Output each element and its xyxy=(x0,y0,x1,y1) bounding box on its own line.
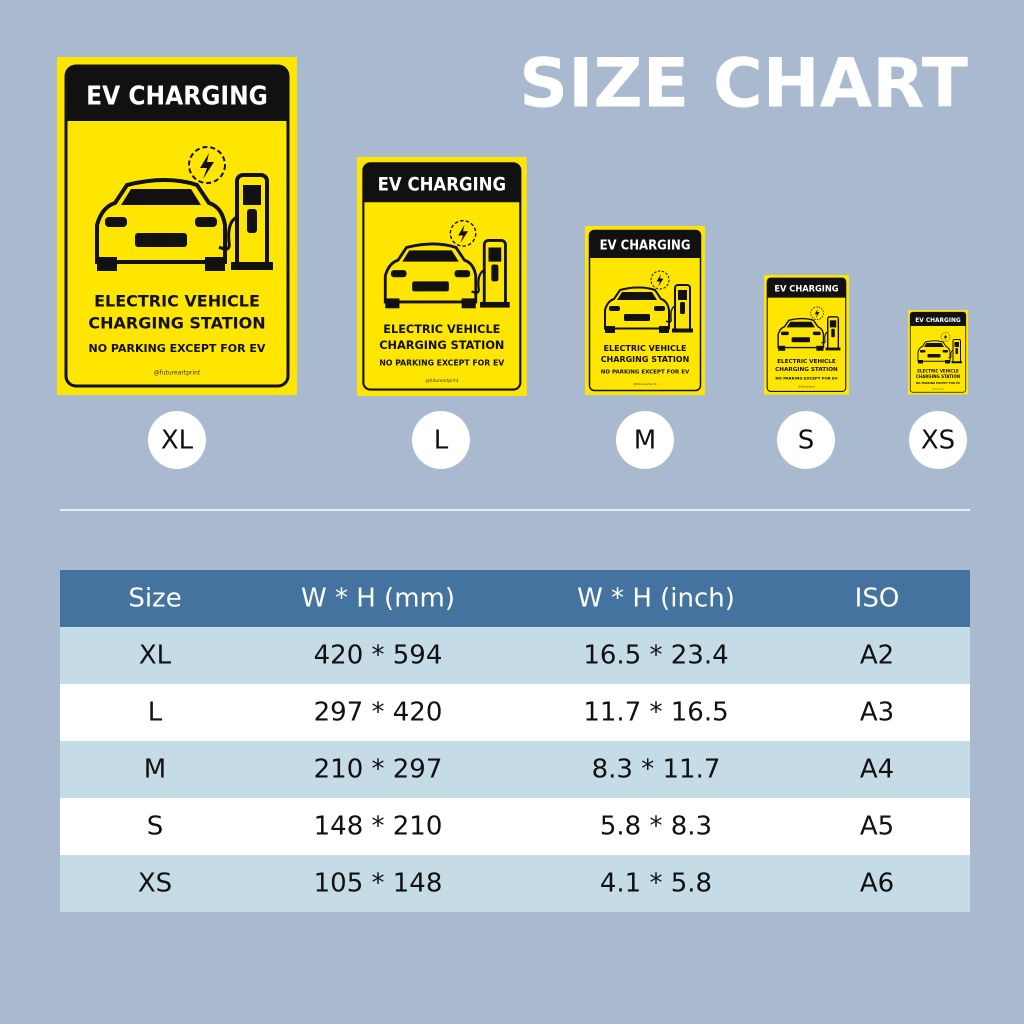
sign-line: CHARGING STATION xyxy=(88,314,265,333)
sign-line: ELECTRIC VEHICLE xyxy=(604,344,687,353)
table-header-cell: W * H (inch) xyxy=(577,584,735,614)
sign-header: EV CHARGING xyxy=(378,174,506,195)
size-badge xyxy=(777,411,835,469)
table-header-cell: ISO xyxy=(855,584,900,614)
size-label: S xyxy=(798,426,815,456)
sign-line: NO PARKING EXCEPT FOR EV xyxy=(379,358,504,367)
sign-header-bg xyxy=(363,163,521,203)
table-cell: 297 * 420 xyxy=(314,698,443,728)
sign-header-bg xyxy=(589,230,701,258)
sign-header-bg xyxy=(910,312,966,326)
sign-line: NO PARKING EXCEPT FOR EV xyxy=(601,370,690,376)
sign-line: ELECTRIC VEHICLE xyxy=(383,323,500,336)
sign-line: NO PARKING EXCEPT FOR EV xyxy=(916,381,961,385)
sign: EV CHARGING ELECTRIC VEHICLE CHARGING STAT… xyxy=(357,157,527,396)
sign: EV CHARGING ELECTRIC VEHICLE CHARGING STAT… xyxy=(764,275,849,395)
table-cell: 420 * 594 xyxy=(314,641,443,671)
table-cell: 210 * 297 xyxy=(314,755,443,785)
sign: EV CHARGING ELECTRIC VEHICLE CHARGING STAT… xyxy=(57,57,297,395)
sign-credit: @futureartprint xyxy=(798,385,815,388)
table-row-bg xyxy=(60,798,970,855)
sign-line: NO PARKING EXCEPT FOR EV xyxy=(775,375,837,380)
size-label: XS xyxy=(921,426,955,456)
sign-header-bg xyxy=(767,278,846,298)
sign-line: CHARGING STATION xyxy=(916,374,960,379)
sign-line: CHARGING STATION xyxy=(601,355,690,364)
table-cell: 105 * 148 xyxy=(314,869,443,899)
sign-credit: @futureartprint xyxy=(425,378,458,383)
sign-line: CHARGING STATION xyxy=(775,367,838,373)
sign-header-bg xyxy=(66,66,288,121)
table-cell: A3 xyxy=(860,698,894,728)
sign-header: EV CHARGING xyxy=(774,284,838,295)
table-cell: A2 xyxy=(860,641,894,671)
sign-header: EV CHARGING xyxy=(600,239,691,254)
sign-line: CHARGING STATION xyxy=(379,339,504,352)
table-cell: A4 xyxy=(860,755,894,785)
table-cell: 8.3 * 11.7 xyxy=(592,755,721,785)
table-row-bg xyxy=(60,627,970,684)
title: SIZE CHART xyxy=(519,45,968,124)
sign-header: EV CHARGING xyxy=(86,82,268,112)
table-cell: 4.1 * 5.8 xyxy=(600,869,712,899)
table-cell: A5 xyxy=(860,812,894,842)
table-cell: M xyxy=(144,755,166,785)
table-cell: 5.8 * 8.3 xyxy=(600,812,712,842)
table-cell: 148 * 210 xyxy=(314,812,443,842)
sign-credit: @futureartprint xyxy=(154,370,201,377)
table-cell: 16.5 * 23.4 xyxy=(583,641,728,671)
size-badge xyxy=(616,411,674,469)
table-row-bg xyxy=(60,684,970,741)
table-cell: L xyxy=(148,698,163,728)
sign-line: ELECTRIC VEHICLE xyxy=(917,368,959,373)
size-table: Size W * H (mm) W * H (inch) ISO XL 420 * 594… xyxy=(60,570,970,912)
table-header-bg xyxy=(60,570,970,627)
sign: EV CHARGING ELECTRIC VEHICLE CHARGING STAT… xyxy=(585,226,705,395)
sign-credit: @futureartprint xyxy=(633,382,657,386)
table-row-bg xyxy=(60,741,970,798)
table-row-bg xyxy=(60,855,970,912)
size-label: M xyxy=(634,426,656,456)
size-label: L xyxy=(434,426,449,456)
table-cell: S xyxy=(147,812,164,842)
table-header-cell: W * H (mm) xyxy=(301,584,455,614)
size-badge xyxy=(148,411,206,469)
sign-line: NO PARKING EXCEPT FOR EV xyxy=(89,342,266,355)
size-label: XL xyxy=(161,426,194,456)
table-cell: XL xyxy=(139,641,172,671)
table-cell: 11.7 * 16.5 xyxy=(583,698,728,728)
sign-header: EV CHARGING xyxy=(915,316,961,324)
table-header-cell: Size xyxy=(128,584,181,614)
size-badge xyxy=(412,411,470,469)
table-cell: A6 xyxy=(860,869,894,899)
sign-line: ELECTRIC VEHICLE xyxy=(94,292,260,311)
sign-line: ELECTRIC VEHICLE xyxy=(777,359,836,365)
size-badge xyxy=(909,411,967,469)
table-cell: XS xyxy=(138,869,172,899)
